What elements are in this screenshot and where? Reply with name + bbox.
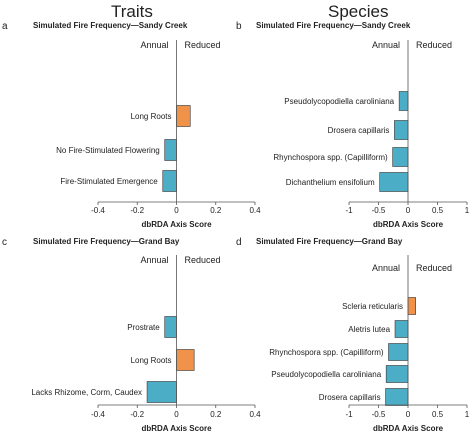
panel-d-bar bbox=[385, 365, 409, 383]
panel-a-bar bbox=[164, 139, 177, 161]
panel-a-left-annotation: Annual bbox=[140, 40, 168, 50]
panel-c-tick-label: 0 bbox=[174, 410, 179, 419]
panel-c-right-annotation: Reduced bbox=[185, 255, 221, 265]
panel-d-tick-label: -0.5 bbox=[372, 410, 386, 419]
panel-c-left-annotation: Annual bbox=[140, 255, 168, 265]
panel-a-letter: a bbox=[2, 21, 8, 32]
panel-d-x-axis-label: dbRDA Axis Score bbox=[373, 424, 444, 433]
panel-d-category-label: Drosera capillaris bbox=[319, 393, 381, 402]
column-title-traits: Traits bbox=[111, 2, 153, 21]
panel-d-bar bbox=[394, 320, 409, 338]
panel-d-title: Simulated Fire Frequency—Grand Bay bbox=[256, 237, 403, 246]
panel-c-tick-label: 0.2 bbox=[210, 410, 222, 419]
panel-d-category-label: Rhynchospora spp. (Capilliform) bbox=[269, 348, 384, 357]
panel-b-tick-label: -1 bbox=[345, 206, 353, 215]
panel-c-category-label: Lacks Rhizome, Corm, Caudex bbox=[31, 388, 142, 397]
panel-a-title: Simulated Fire Frequency—Sandy Creek bbox=[33, 21, 188, 30]
panel-d-category-label: Pseudolycopodiella caroliniana bbox=[271, 370, 381, 379]
panel-d-tick-label: 0.5 bbox=[432, 410, 444, 419]
panel-a-right-annotation: Reduced bbox=[185, 40, 221, 50]
panel-a-category-label: Long Roots bbox=[131, 112, 172, 121]
panel-a-bar bbox=[176, 105, 191, 127]
panel-b-category-label: Drosera capillaris bbox=[328, 126, 390, 135]
panel-d-tick-label: 1 bbox=[465, 410, 470, 419]
panel-c-tick-label: -0.4 bbox=[91, 410, 105, 419]
panel-b-letter: b bbox=[236, 21, 242, 32]
panel-c-bar bbox=[176, 349, 195, 371]
panel-b-tick-label: -0.5 bbox=[372, 206, 386, 215]
panel-b-category-label: Rhynchospora spp. (Capilliform) bbox=[273, 153, 388, 162]
panel-c-bar bbox=[164, 316, 177, 338]
panel-c-x-axis-label: dbRDA Axis Score bbox=[141, 424, 212, 433]
panel-a-category-label: No Fire-Stimulated Flowering bbox=[56, 146, 160, 155]
panel-c-category-label: Prostrate bbox=[127, 323, 160, 332]
panel-d-bar bbox=[385, 388, 409, 406]
panel-a-category-label: Fire-Stimulated Emergence bbox=[60, 177, 158, 186]
panel-b-x-axis-label: dbRDA Axis Score bbox=[373, 220, 444, 229]
panel-c-tick-label: -0.2 bbox=[130, 410, 144, 419]
panel-c-category-label: Long Roots bbox=[131, 356, 172, 365]
panel-c-letter: c bbox=[2, 237, 7, 248]
panel-a-x-axis-label: dbRDA Axis Score bbox=[141, 220, 212, 229]
panel-c-title: Simulated Fire Frequency—Grand Bay bbox=[33, 237, 180, 246]
panel-d-bar bbox=[388, 343, 409, 361]
panel-b-category-label: Pseudolycopodiella caroliniana bbox=[284, 97, 394, 106]
panel-a-tick-label: -0.4 bbox=[91, 206, 105, 215]
panel-c-bar bbox=[146, 381, 177, 403]
panel-d-category-label: Aletris lutea bbox=[348, 325, 390, 334]
panel-a-tick-label: 0.2 bbox=[210, 206, 222, 215]
panel-d-letter: d bbox=[236, 237, 242, 248]
panel-b-bar bbox=[392, 147, 409, 167]
panel-b-right-annotation: Reduced bbox=[416, 40, 452, 50]
panel-d-bar bbox=[407, 297, 416, 315]
panel-b-bar bbox=[379, 172, 409, 192]
panel-b-category-label: Dichanthelium ensifolium bbox=[286, 178, 375, 187]
panel-b-left-annotation: Annual bbox=[372, 40, 400, 50]
panel-b-bar bbox=[398, 91, 409, 111]
panel-d-tick-label: -1 bbox=[345, 410, 353, 419]
panel-b-tick-label: 1 bbox=[465, 206, 470, 215]
panel-d-category-label: Scleria reticularis bbox=[342, 302, 403, 311]
panel-a-tick-label: -0.2 bbox=[130, 206, 144, 215]
panel-d-tick-label: 0 bbox=[406, 410, 411, 419]
panel-b-tick-label: 0.5 bbox=[432, 206, 444, 215]
column-title-species: Species bbox=[328, 2, 389, 21]
panel-b-title: Simulated Fire Frequency—Sandy Creek bbox=[256, 21, 411, 30]
panel-a-tick-label: 0.4 bbox=[249, 206, 261, 215]
panel-b-tick-label: 0 bbox=[406, 206, 411, 215]
panel-d-right-annotation: Reduced bbox=[416, 263, 452, 273]
panel-c-tick-label: 0.4 bbox=[249, 410, 261, 419]
panel-d-left-annotation: Annual bbox=[372, 263, 400, 273]
panel-a-bar bbox=[162, 170, 177, 192]
panel-a-tick-label: 0 bbox=[174, 206, 179, 215]
panel-b-bar bbox=[394, 120, 409, 140]
